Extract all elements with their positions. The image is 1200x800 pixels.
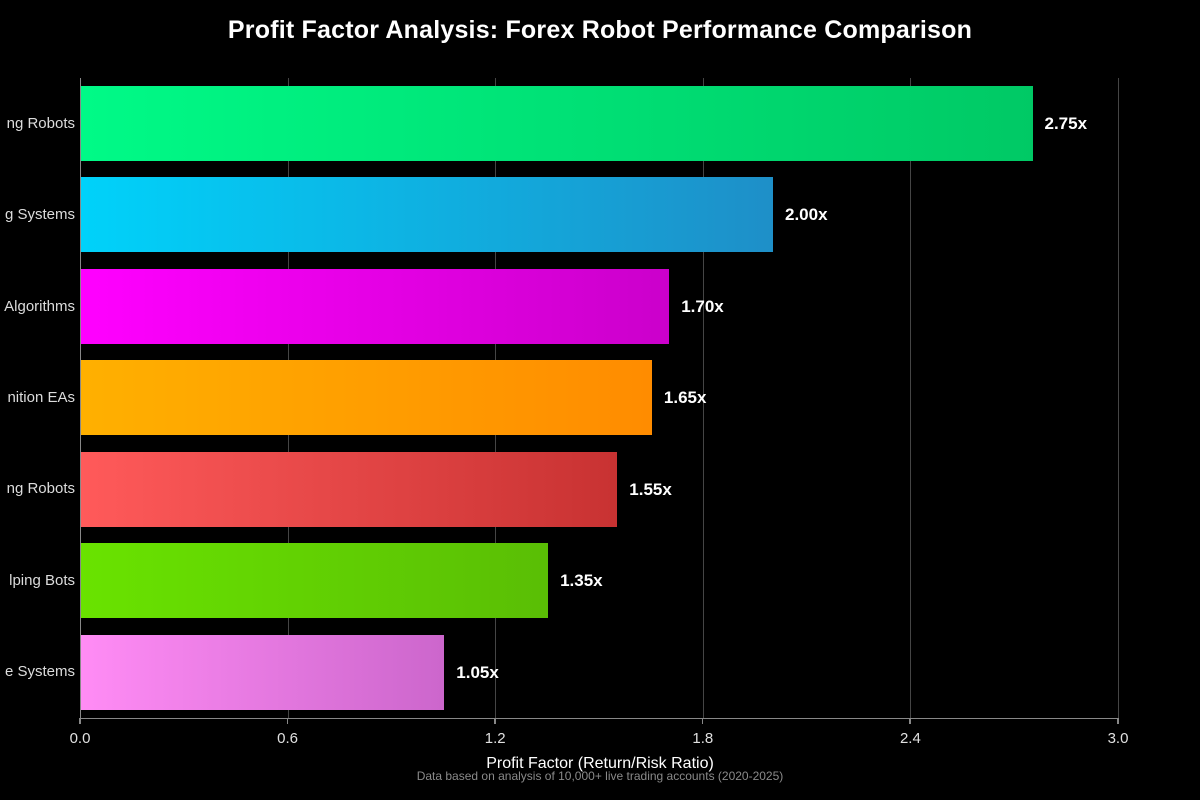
x-axis-title: Profit Factor (Return/Risk Ratio) — [486, 755, 714, 772]
x-tick — [909, 718, 911, 724]
category-label: ng Robots — [6, 114, 75, 132]
bar-nition-eas — [81, 360, 652, 436]
bar-value-label: 1.55x — [629, 479, 672, 499]
bar-value-label: 2.00x — [785, 205, 828, 225]
bar-e-systems — [81, 634, 445, 710]
bar-ng-robots — [81, 451, 618, 527]
bar-ng-robots — [81, 86, 1033, 161]
plot-area: 2.75x 2.00x 1.70x 1.65x 1.55x 1.35x 1.05x — [80, 78, 1119, 719]
bar-value-label: 1.05x — [456, 662, 499, 682]
gridline — [910, 78, 912, 718]
gridline — [702, 78, 704, 718]
bar-value-label: 1.65x — [663, 388, 707, 408]
x-tick-label: 1.2 — [484, 730, 506, 747]
bar-value-label: 1.70x — [681, 296, 724, 316]
chart-title: Profit Factor Analysis: Forex Robot Perf… — [227, 16, 973, 44]
bar-algorithms — [81, 268, 670, 344]
bar-row: 2.00x — [81, 169, 1119, 260]
category-label: ng Robots — [6, 480, 75, 498]
x-tick-label: 3.0 — [1107, 730, 1129, 747]
bar-row: 1.70x — [81, 261, 1119, 352]
gridline — [1118, 78, 1119, 718]
x-tick-label: 1.8 — [692, 730, 714, 747]
category-label: Algorithms — [4, 297, 75, 315]
bar-row: 1.55x — [81, 444, 1119, 535]
x-tick — [1117, 718, 1119, 724]
category-label: e Systems — [4, 663, 75, 681]
bar-row: 1.05x — [81, 627, 1119, 718]
x-tick-label: 0.6 — [277, 730, 299, 747]
x-tick-label: 2.4 — [899, 730, 921, 747]
bar-value-label: 1.35x — [560, 571, 603, 591]
x-tick — [494, 718, 496, 724]
bar-row: 1.35x — [81, 535, 1119, 626]
category-label: g Systems — [4, 206, 75, 224]
category-label: nition EAs — [7, 389, 75, 406]
bar-lping-bots — [81, 543, 549, 619]
bar-row: 2.75x — [81, 78, 1119, 169]
x-tick — [79, 718, 81, 724]
bar-value-label: 2.75x — [1044, 114, 1088, 133]
x-tick — [286, 718, 289, 724]
x-tick-label: 0.0 — [69, 730, 91, 747]
chart-footnote: Data based on analysis of 10,000+ live t… — [416, 769, 784, 783]
bar-g-systems — [81, 177, 773, 253]
bar-row: 1.65x — [81, 352, 1119, 443]
x-tick — [701, 718, 704, 724]
category-label: lping Bots — [9, 571, 75, 589]
